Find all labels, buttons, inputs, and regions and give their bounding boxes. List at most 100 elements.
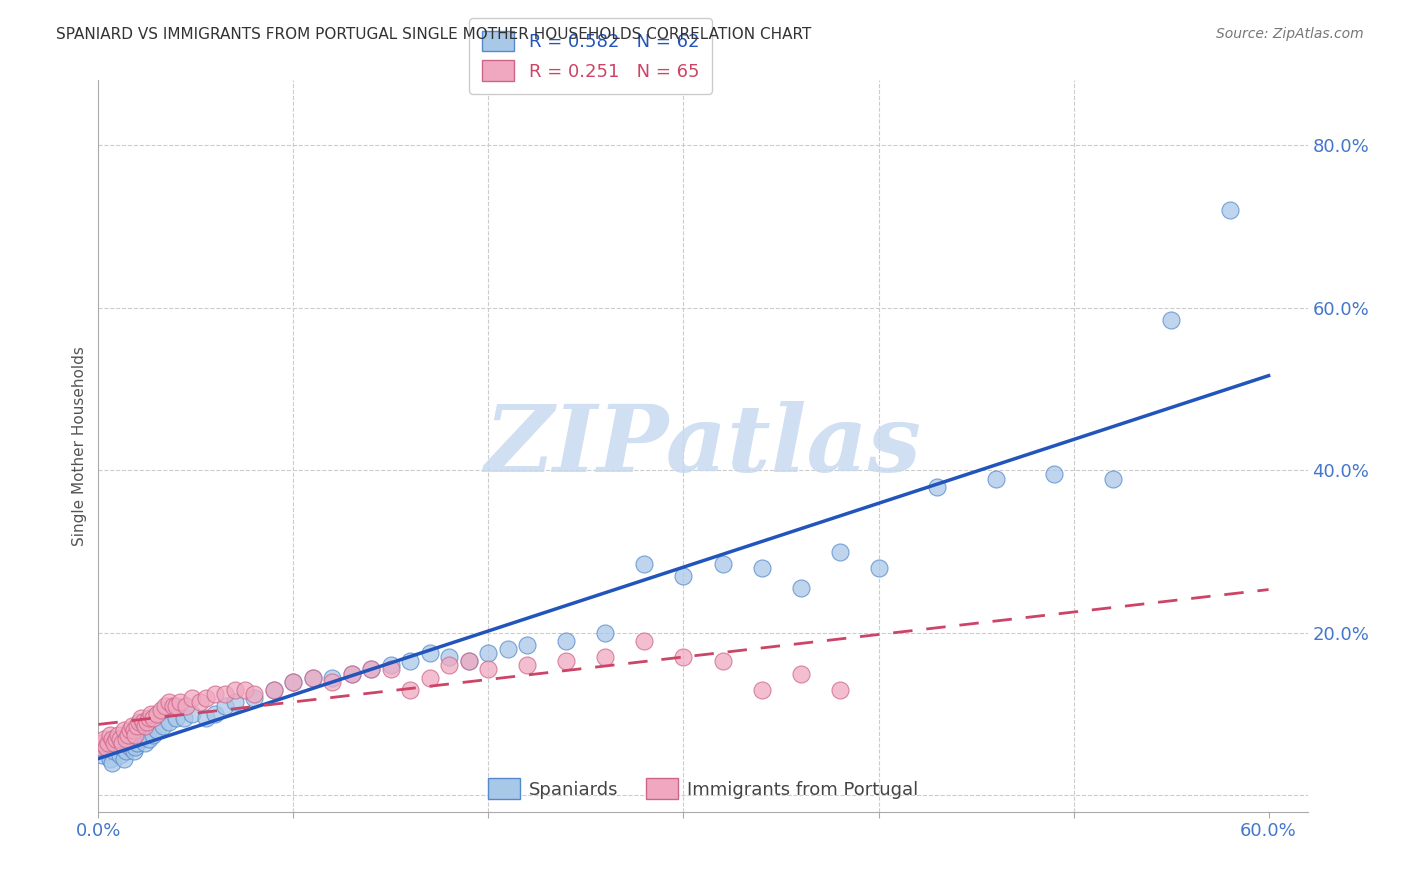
- Point: [399, 654, 422, 668]
- Point: [122, 744, 145, 758]
- Point: [165, 699, 187, 714]
- Point: [127, 719, 149, 733]
- Point: [107, 727, 129, 741]
- Point: [122, 723, 145, 738]
- Point: [98, 727, 121, 741]
- Point: [380, 663, 402, 677]
- Point: [458, 654, 481, 668]
- Point: [101, 756, 124, 770]
- Point: [139, 707, 162, 722]
- Point: [142, 711, 165, 725]
- Point: [751, 682, 773, 697]
- Point: [263, 682, 285, 697]
- Point: [149, 703, 172, 717]
- Point: [111, 739, 134, 754]
- Point: [165, 711, 187, 725]
- Point: [496, 642, 519, 657]
- Point: [1160, 313, 1182, 327]
- Point: [672, 650, 695, 665]
- Point: [302, 671, 325, 685]
- Point: [112, 723, 135, 738]
- Point: [340, 666, 363, 681]
- Point: [340, 666, 363, 681]
- Point: [114, 731, 136, 746]
- Point: [194, 711, 217, 725]
- Point: [224, 682, 246, 697]
- Point: [96, 739, 118, 754]
- Point: [419, 671, 441, 685]
- Point: [360, 663, 382, 677]
- Point: [828, 682, 851, 697]
- Point: [131, 711, 153, 725]
- Point: [128, 715, 150, 730]
- Point: [121, 719, 143, 733]
- Point: [103, 744, 125, 758]
- Point: [633, 557, 655, 571]
- Point: [132, 715, 155, 730]
- Point: [419, 646, 441, 660]
- Point: [173, 711, 195, 725]
- Point: [595, 650, 617, 665]
- Point: [93, 731, 115, 746]
- Point: [516, 658, 538, 673]
- Point: [789, 581, 811, 595]
- Point: [477, 663, 499, 677]
- Point: [380, 658, 402, 673]
- Point: [96, 739, 118, 754]
- Point: [91, 736, 114, 750]
- Point: [194, 690, 217, 705]
- Text: Source: ZipAtlas.com: Source: ZipAtlas.com: [1216, 27, 1364, 41]
- Point: [169, 695, 191, 709]
- Point: [146, 707, 169, 722]
- Point: [108, 731, 131, 746]
- Point: [146, 723, 169, 738]
- Y-axis label: Single Mother Households: Single Mother Households: [72, 346, 87, 546]
- Point: [439, 650, 461, 665]
- Point: [127, 736, 149, 750]
- Point: [124, 727, 146, 741]
- Point: [302, 671, 325, 685]
- Text: ZIPatlas: ZIPatlas: [485, 401, 921, 491]
- Point: [243, 690, 266, 705]
- Point: [711, 557, 734, 571]
- Point: [112, 752, 135, 766]
- Point: [131, 731, 153, 746]
- Point: [97, 736, 120, 750]
- Point: [204, 707, 226, 722]
- Point: [439, 658, 461, 673]
- Point: [214, 687, 236, 701]
- Point: [283, 674, 305, 689]
- Point: [104, 731, 127, 746]
- Point: [868, 561, 890, 575]
- Point: [138, 711, 160, 725]
- Point: [108, 747, 131, 762]
- Point: [103, 736, 125, 750]
- Point: [1101, 471, 1123, 485]
- Point: [1043, 467, 1066, 482]
- Point: [117, 727, 139, 741]
- Point: [595, 626, 617, 640]
- Point: [162, 699, 184, 714]
- Point: [91, 747, 114, 762]
- Point: [633, 634, 655, 648]
- Point: [516, 638, 538, 652]
- Point: [138, 731, 160, 746]
- Point: [555, 654, 578, 668]
- Point: [174, 699, 197, 714]
- Point: [672, 569, 695, 583]
- Point: [107, 731, 129, 746]
- Legend: Spaniards, Immigrants from Portugal: Spaniards, Immigrants from Portugal: [481, 771, 925, 806]
- Point: [121, 736, 143, 750]
- Point: [134, 719, 156, 733]
- Point: [124, 739, 146, 754]
- Point: [321, 674, 343, 689]
- Point: [925, 480, 948, 494]
- Point: [181, 690, 204, 705]
- Point: [477, 646, 499, 660]
- Point: [789, 666, 811, 681]
- Point: [283, 674, 305, 689]
- Point: [399, 682, 422, 697]
- Point: [98, 752, 121, 766]
- Point: [89, 739, 111, 754]
- Point: [142, 727, 165, 741]
